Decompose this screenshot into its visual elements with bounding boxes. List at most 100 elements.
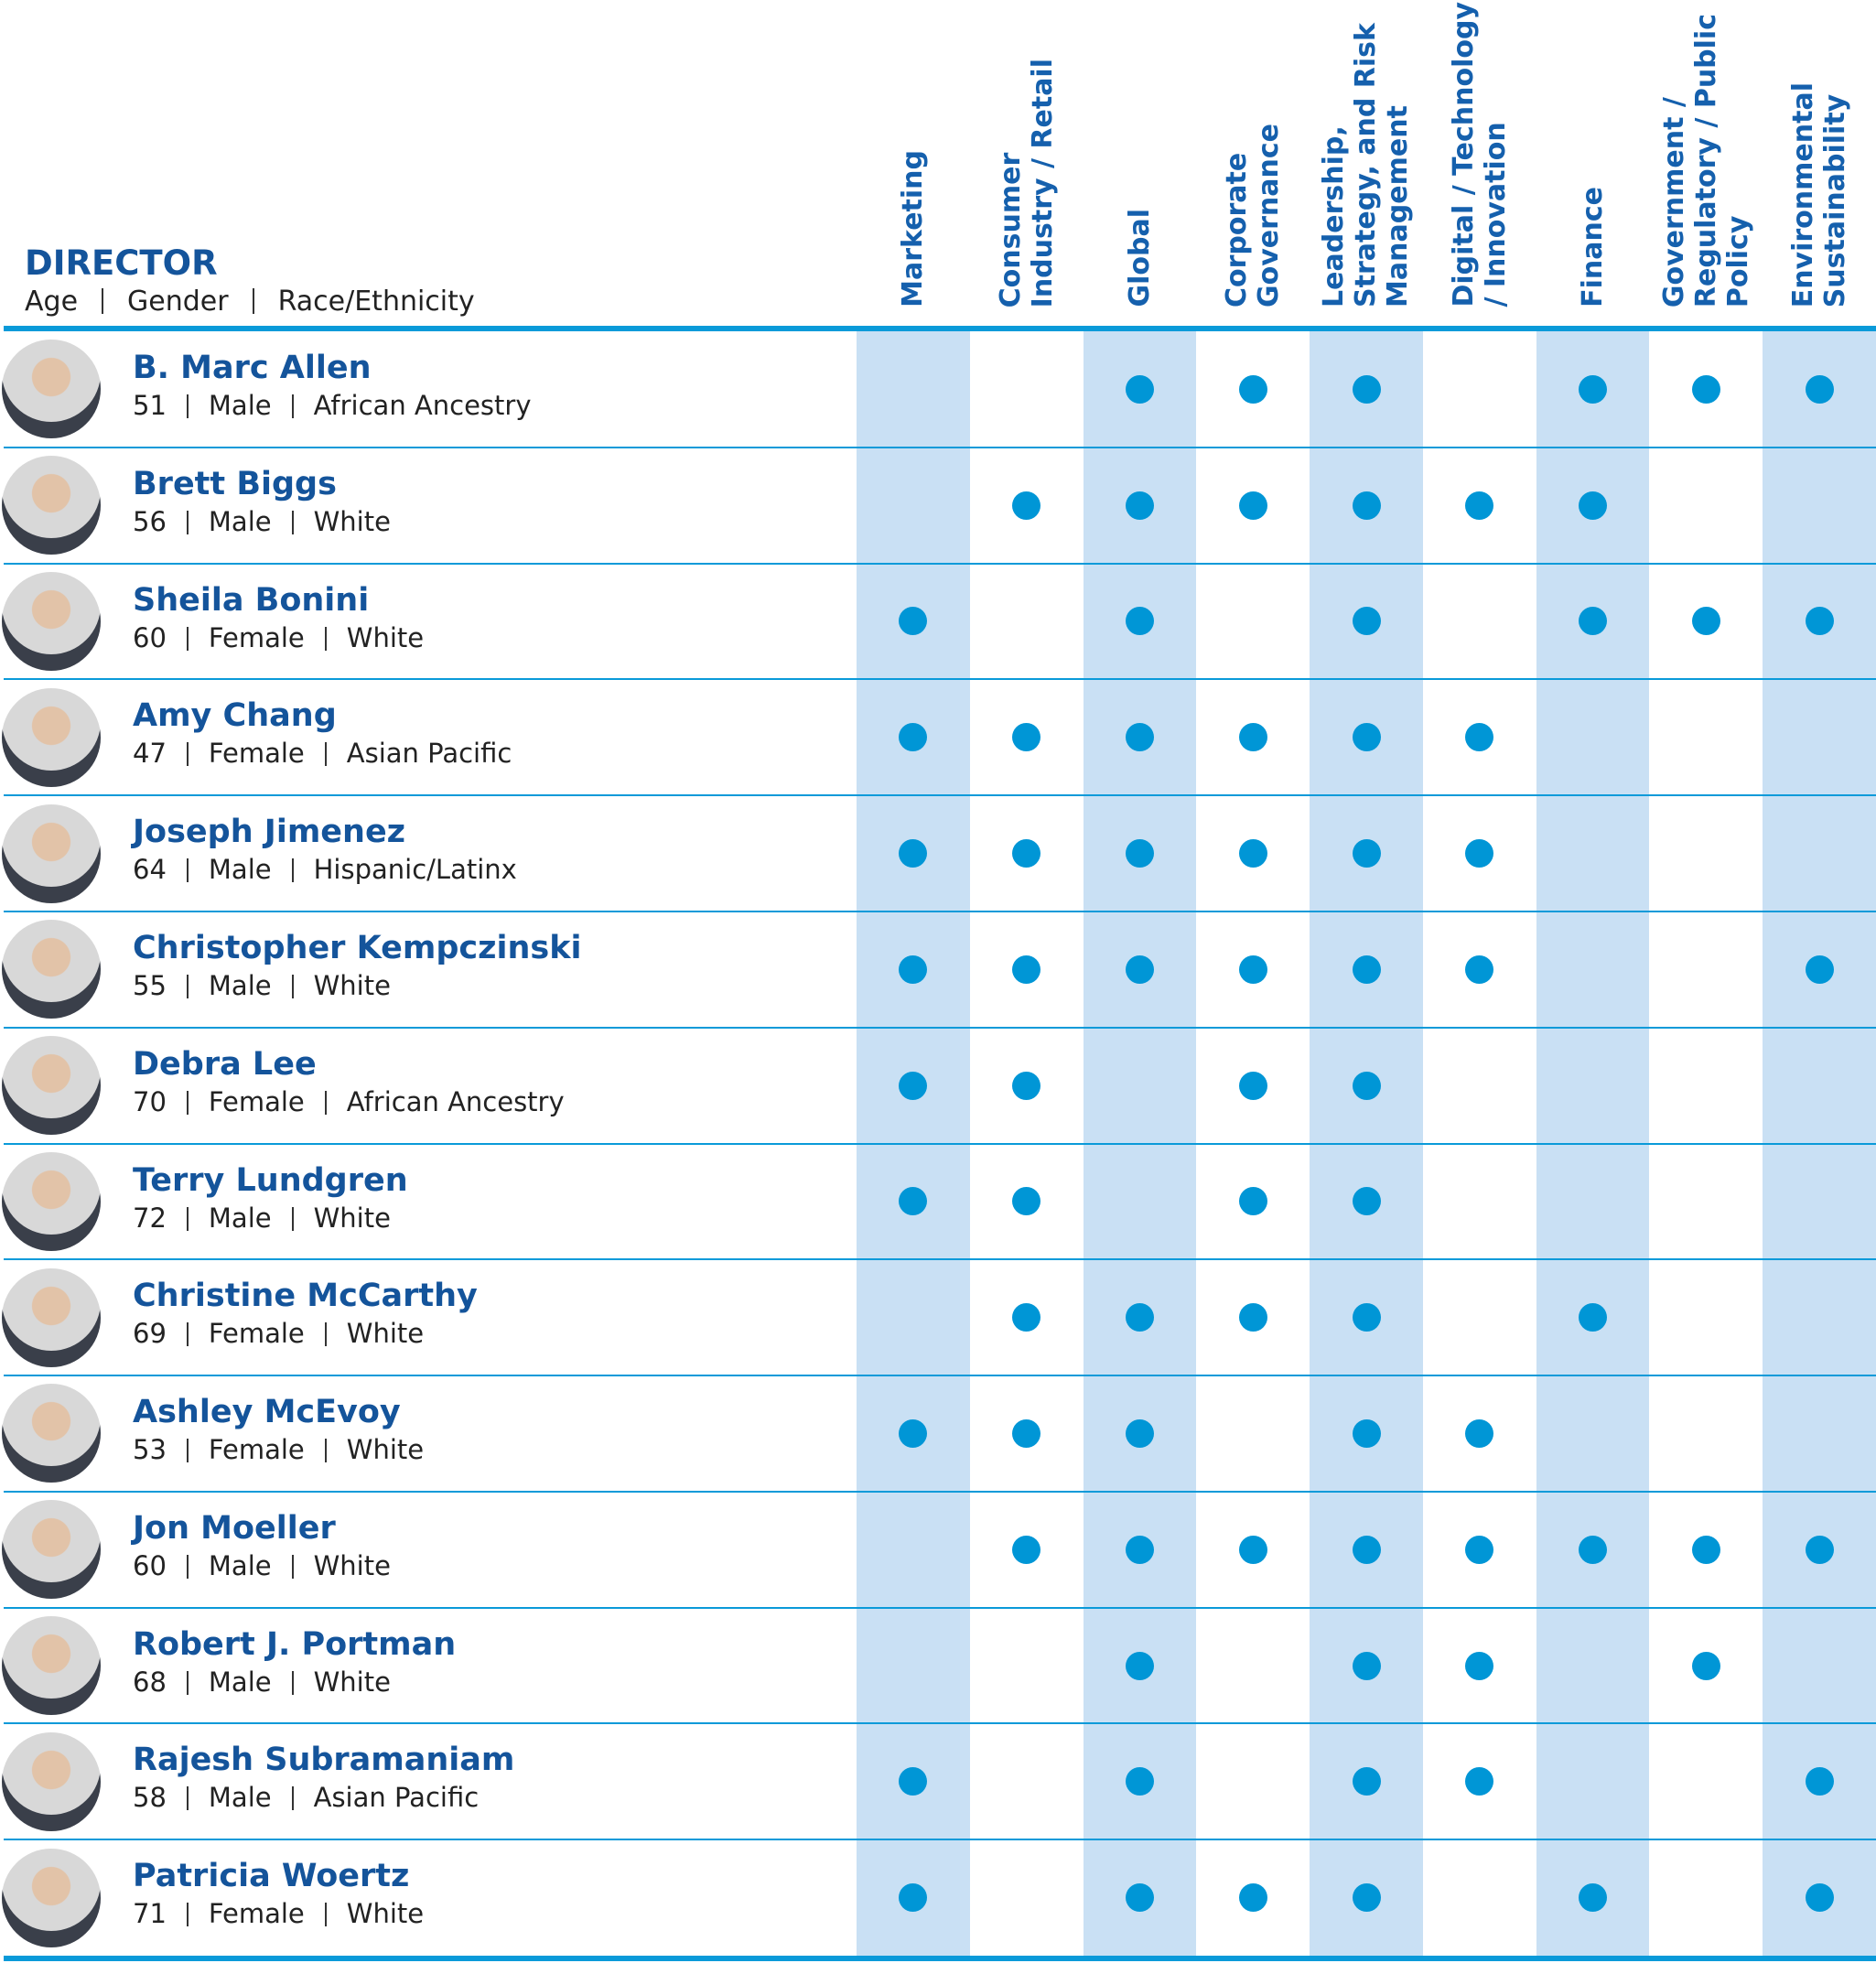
separator bbox=[186, 1786, 189, 1811]
column-label-line: Digital / Technology bbox=[1447, 2, 1480, 307]
skill-dot bbox=[1125, 607, 1154, 636]
skill-dot bbox=[1238, 1187, 1267, 1216]
skill-dot bbox=[1125, 491, 1154, 520]
director-age: 53 bbox=[133, 1434, 167, 1466]
director-age: 72 bbox=[133, 1202, 167, 1234]
director-gender: Female bbox=[208, 1318, 305, 1350]
director-ethnicity: White bbox=[346, 1434, 425, 1466]
skill-dot bbox=[1465, 723, 1494, 752]
skill-dot bbox=[1125, 1651, 1154, 1680]
separator bbox=[291, 1670, 294, 1695]
director-details: 71 Female White bbox=[133, 1898, 424, 1929]
skill-dot bbox=[1691, 1535, 1720, 1564]
skill-dot bbox=[1238, 491, 1267, 520]
skill-dot bbox=[1805, 955, 1834, 984]
skill-dot bbox=[1012, 1303, 1041, 1332]
director-age: 60 bbox=[133, 621, 167, 653]
director-name: Joseph Jimenez bbox=[133, 814, 406, 851]
skill-dot bbox=[1352, 607, 1381, 636]
separator bbox=[324, 1439, 327, 1463]
separator bbox=[186, 974, 189, 998]
skill-dot bbox=[1352, 1535, 1381, 1564]
column-header: Finance bbox=[1536, 0, 1650, 307]
skill-dot bbox=[1125, 1303, 1154, 1332]
director-ethnicity: White bbox=[313, 505, 391, 537]
director-gender: Female bbox=[208, 1434, 305, 1466]
skill-dot bbox=[1125, 1418, 1154, 1448]
director-name: Brett Biggs bbox=[133, 465, 337, 502]
skill-dot bbox=[1352, 1187, 1381, 1216]
skill-dot bbox=[1352, 1303, 1381, 1332]
row-divider bbox=[4, 562, 1876, 565]
director-photo bbox=[2, 340, 101, 439]
column-label: Global bbox=[1124, 209, 1156, 307]
skill-dot bbox=[1352, 1767, 1381, 1796]
column-header: Leadership, Strategy, and Risk Management bbox=[1310, 0, 1423, 307]
skill-dot bbox=[1465, 1651, 1494, 1680]
skill-dot bbox=[1465, 1535, 1494, 1564]
row-divider bbox=[4, 446, 1876, 448]
director-gender: Female bbox=[208, 1085, 305, 1117]
separator bbox=[186, 1670, 189, 1695]
separator bbox=[291, 1554, 294, 1579]
column-header: Marketing bbox=[857, 0, 970, 307]
separator bbox=[324, 1322, 327, 1347]
separator bbox=[186, 1554, 189, 1579]
row-divider bbox=[4, 1722, 1876, 1725]
skill-dot bbox=[1012, 1071, 1041, 1100]
column-label-line: Strategy, and Risk bbox=[1350, 23, 1383, 307]
director-age: 69 bbox=[133, 1318, 167, 1350]
column-header: Consumer Industry / Retail bbox=[970, 0, 1084, 307]
column-label: Corporate Governance bbox=[1221, 124, 1285, 307]
skill-dot bbox=[1579, 374, 1608, 404]
separator bbox=[102, 288, 104, 314]
skill-dot bbox=[1238, 839, 1267, 868]
director-age: 47 bbox=[133, 738, 167, 770]
separator bbox=[324, 1090, 327, 1115]
director-ethnicity: Hispanic/Latinx bbox=[313, 854, 517, 886]
director-age: 68 bbox=[133, 1666, 167, 1698]
director-photo bbox=[2, 1267, 101, 1367]
skill-dot bbox=[1238, 723, 1267, 752]
row-divider bbox=[4, 1142, 1876, 1145]
skill-dot bbox=[1691, 374, 1720, 404]
skill-dot bbox=[1579, 491, 1608, 520]
skill-dot bbox=[1125, 1535, 1154, 1564]
column-header: Government / Regulatory / Public Policy bbox=[1649, 0, 1763, 307]
column-label-line: Finance bbox=[1577, 187, 1610, 307]
column-label-line: Marketing bbox=[897, 150, 930, 307]
skill-dot bbox=[1805, 1767, 1834, 1796]
separator bbox=[291, 510, 294, 534]
skill-dot bbox=[1125, 723, 1154, 752]
director-gender: Male bbox=[208, 505, 272, 537]
director-ethnicity: White bbox=[346, 1318, 425, 1350]
director-details: 58 Male Asian Pacific bbox=[133, 1782, 479, 1813]
column-label-line: / Innovation bbox=[1479, 122, 1512, 307]
director-details: 72 Male White bbox=[133, 1203, 391, 1234]
separator bbox=[291, 974, 294, 998]
director-gender: Male bbox=[208, 1549, 272, 1581]
column-label: Leadership, Strategy, and Risk Management bbox=[1318, 23, 1414, 307]
column-label-line: Governance bbox=[1253, 123, 1286, 307]
director-details: 60 Male White bbox=[133, 1550, 391, 1581]
director-photo bbox=[2, 920, 101, 1019]
skill-dot bbox=[1012, 1187, 1041, 1216]
row-divider bbox=[4, 1258, 1876, 1261]
column-header: Environmental Sustainability bbox=[1763, 0, 1876, 307]
skill-dot bbox=[1465, 1767, 1494, 1796]
director-name: Christopher Kempczinski bbox=[133, 929, 582, 966]
director-age: 60 bbox=[133, 1549, 167, 1581]
director-ethnicity: African Ancestry bbox=[346, 1085, 565, 1117]
director-gender: Male bbox=[208, 1782, 272, 1814]
director-gender: Male bbox=[208, 854, 272, 886]
skill-dot bbox=[899, 1071, 928, 1100]
skill-dot bbox=[899, 839, 928, 868]
director-ethnicity: White bbox=[313, 1549, 391, 1581]
column-label: Government / Regulatory / Public Policy bbox=[1658, 14, 1754, 307]
skill-dot bbox=[1125, 955, 1154, 984]
column-label-line: Corporate bbox=[1221, 152, 1254, 307]
subtitle-gender: Gender bbox=[127, 286, 229, 318]
director-details: 56 Male White bbox=[133, 506, 391, 537]
separator bbox=[324, 626, 327, 651]
separator bbox=[291, 858, 294, 883]
